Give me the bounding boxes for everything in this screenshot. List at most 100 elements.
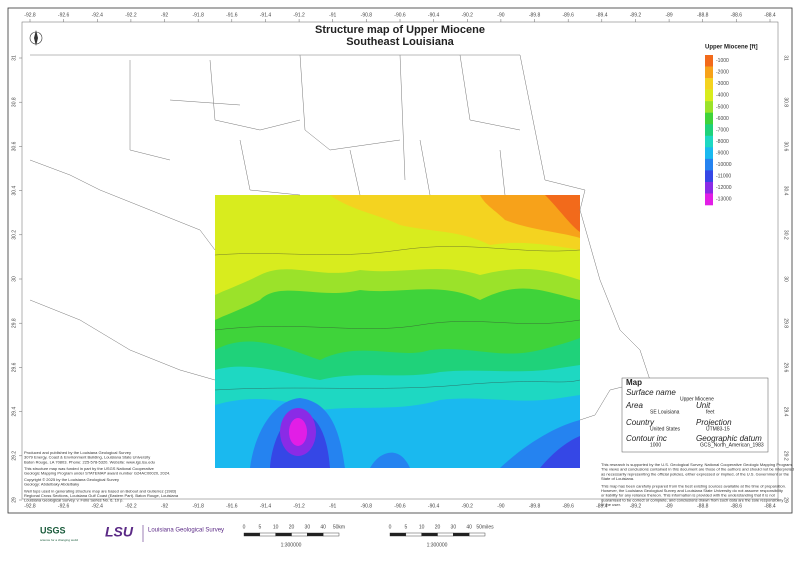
scale-label: 0 xyxy=(243,524,246,530)
notes-left: Produced and published by the Louisiana … xyxy=(24,450,179,502)
lat-label-right: 30 xyxy=(783,276,789,282)
note-line: This structure map was funded in part by… xyxy=(24,466,155,471)
notes-right: This research is supported by the U.S. G… xyxy=(601,462,794,507)
lat-label-left: 30.8 xyxy=(11,97,17,107)
info-box: Map Surface name Upper Miocene Area SE Loui… xyxy=(621,377,769,453)
usgs-tagline: science for a changing world xyxy=(40,538,78,542)
note-line: of the user. xyxy=(601,502,621,507)
note-line: Regional Cross Sections, Louisiana Gulf … xyxy=(24,493,179,498)
note-line: This research is supported by the U.S. G… xyxy=(601,462,793,467)
lsu-logo-text: LSU xyxy=(105,524,134,540)
lon-label-bottom: -91 xyxy=(329,503,336,509)
scale-label: 10 xyxy=(273,524,279,530)
scale-label: 50miles xyxy=(476,524,494,530)
legend-swatch xyxy=(705,170,713,183)
legend-label: -11000 xyxy=(716,173,731,179)
legend-swatch xyxy=(705,89,713,102)
lat-label-right: 30.4 xyxy=(783,186,789,196)
structure-grid xyxy=(215,195,580,468)
legend-swatch xyxy=(705,112,713,125)
legend-label: -4000 xyxy=(716,93,729,99)
lon-label-bottom: -89.4 xyxy=(596,503,608,509)
lat-label-left: 29.6 xyxy=(11,362,17,372)
graticule-labels: -92.8 -92.8 -92.6 -92.6 -92.4 -92.4 -92.2 -92.2… xyxy=(11,12,788,509)
scale-ratio: 1:300000 xyxy=(427,542,448,548)
lon-label-top: -89.4 xyxy=(596,12,608,18)
legend-label: -3000 xyxy=(716,81,729,87)
scale-segment xyxy=(243,532,261,537)
scale-ratio: 1:300000 xyxy=(281,542,302,548)
scale-label: 40 xyxy=(320,524,326,530)
scale-label: 10 xyxy=(419,524,425,530)
legend-label: -9000 xyxy=(716,150,729,156)
scale-label: 20 xyxy=(435,524,441,530)
info-value: Upper Miocene xyxy=(680,396,714,402)
lat-label-left: 30.6 xyxy=(11,141,17,151)
legend-label: -5000 xyxy=(716,104,729,110)
legend-label: -8000 xyxy=(716,139,729,145)
lon-label-top: -89.8 xyxy=(529,12,541,18)
lat-label-right: 30.8 xyxy=(783,97,789,107)
lon-label-bottom: -88.6 xyxy=(731,503,743,509)
lat-label-left: 29.4 xyxy=(11,407,17,417)
legend-title: Upper Miocene [ft] xyxy=(705,45,758,51)
lat-label-left: 30.2 xyxy=(11,230,17,240)
info-value: United States xyxy=(650,426,681,432)
lat-label-right: 29.4 xyxy=(783,407,789,417)
lon-label-bottom: -92.2 xyxy=(125,503,137,509)
legend-swatch xyxy=(705,101,713,113)
scale-label: 40 xyxy=(466,524,472,530)
lon-label-bottom: -91.2 xyxy=(293,503,305,509)
lon-label-top: -88.6 xyxy=(731,12,743,18)
info-value: 1000 xyxy=(650,442,661,448)
lon-label-bottom: -90.6 xyxy=(394,503,406,509)
lon-label-top: -88.8 xyxy=(697,12,709,18)
info-value: UTM83-15 xyxy=(706,426,730,432)
lon-label-top: -92 xyxy=(161,12,168,18)
lon-label-top: -92.8 xyxy=(24,12,36,18)
lon-label-bottom: -92.4 xyxy=(92,503,104,509)
legend-label: -12000 xyxy=(716,185,732,191)
lon-label-top: -89.2 xyxy=(630,12,642,18)
lat-label-right: 30.2 xyxy=(783,230,789,240)
scale-segment xyxy=(275,532,292,537)
legend-label: -13000 xyxy=(716,197,732,203)
legend-label: -7000 xyxy=(716,127,729,133)
lat-label-right: 30.6 xyxy=(783,142,789,152)
legend: -1000 -2000 -3000 -4000 -5000 -6000 -7000 -8000… xyxy=(705,55,732,206)
legend-swatch xyxy=(705,193,713,206)
lon-label-bottom: -91.4 xyxy=(260,503,272,509)
info-value: feet xyxy=(706,409,715,415)
lat-label-right: 29.8 xyxy=(783,318,789,328)
lon-label-top: -89.6 xyxy=(562,12,574,18)
map-subtitle: Southeast Louisiana xyxy=(346,36,454,48)
scale-label: 5 xyxy=(258,524,261,530)
lat-label-right: 29.6 xyxy=(783,363,789,373)
usgs-logo-text: USGS xyxy=(40,525,66,535)
info-key: Contour inc xyxy=(626,434,667,443)
lon-label-top: -90 xyxy=(497,12,504,18)
legend-swatch xyxy=(705,55,713,67)
legend-swatch xyxy=(705,78,713,90)
info-key: Unit xyxy=(696,401,711,410)
lat-label-left: 29 xyxy=(11,497,17,503)
note-line: Louisiana Geological Survey. v. Folio Se… xyxy=(24,497,123,502)
legend-label: -2000 xyxy=(716,70,729,76)
lon-label-bottom: -91.8 xyxy=(192,503,204,509)
lon-label-bottom: -90 xyxy=(497,503,504,509)
legend-swatch xyxy=(705,181,713,194)
scale-label: 30 xyxy=(451,524,457,530)
note-line: as necessarily representing the official… xyxy=(601,471,790,476)
scale-bar-km: 0 5 10 20 30 40 50km 1:300000 xyxy=(243,524,346,548)
lon-label-bottom: -89.6 xyxy=(562,503,574,509)
note-line: or liability for any reliance thereon. T… xyxy=(601,493,776,498)
note-line: Well tops used in generating structure m… xyxy=(24,488,177,493)
info-key: Country xyxy=(626,418,655,427)
lon-label-top: -91.2 xyxy=(293,12,305,18)
lon-label-bottom: -89.8 xyxy=(529,503,541,509)
legend-swatch xyxy=(705,66,713,79)
scale-label: 0 xyxy=(389,524,392,530)
lon-label-bottom: -92 xyxy=(161,503,168,509)
info-key: Projection xyxy=(696,418,732,427)
